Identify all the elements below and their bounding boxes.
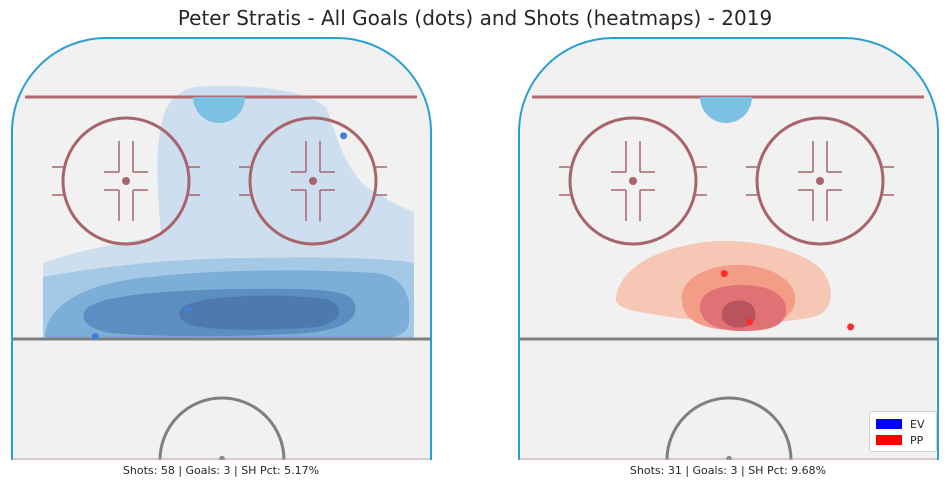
goal-dot-pp bbox=[720, 270, 728, 278]
goal-dot-ev bbox=[184, 306, 192, 314]
legend-label-pp: PP bbox=[910, 433, 924, 447]
legend-swatch-ev bbox=[876, 419, 902, 429]
faceoff-circle-right bbox=[755, 116, 885, 246]
chart-title: Peter Stratis - All Goals (dots) and Sho… bbox=[177, 6, 773, 30]
goal-dot-ev bbox=[91, 333, 99, 341]
legend-label-ev: EV bbox=[910, 417, 925, 431]
faceoff-dot bbox=[629, 177, 637, 185]
goal-crease bbox=[700, 97, 752, 123]
faceoff-hashmarks bbox=[559, 141, 894, 221]
faceoff-circle-left bbox=[568, 116, 698, 246]
faceoff-dot bbox=[122, 177, 130, 185]
faceoff-circle-right bbox=[248, 116, 378, 246]
faceoff-dot bbox=[816, 177, 824, 185]
goal-dot-pp bbox=[746, 318, 754, 326]
faceoff-dot bbox=[309, 177, 317, 185]
shot-summary-pp: Shots: 31 | Goals: 3 | SH Pct: 9.68% bbox=[629, 464, 827, 477]
boards bbox=[518, 37, 939, 460]
rink-panel-pp bbox=[518, 37, 939, 460]
boards bbox=[11, 37, 432, 460]
goal-crease bbox=[193, 97, 245, 123]
shot-summary-ev: Shots: 58 | Goals: 3 | SH Pct: 5.17% bbox=[122, 464, 320, 477]
faceoff-hashmarks bbox=[52, 141, 387, 221]
legend: EV PP bbox=[869, 411, 937, 452]
rink-panel-ev bbox=[11, 37, 432, 460]
legend-swatch-pp bbox=[876, 435, 902, 445]
legend-item-pp: PP bbox=[876, 433, 923, 447]
goal-dot-pp bbox=[847, 323, 855, 331]
center-circle bbox=[158, 396, 286, 460]
shot-density-level-5 bbox=[179, 295, 340, 330]
goal-dot-ev bbox=[340, 132, 348, 140]
faceoff-circle-left bbox=[61, 116, 191, 246]
center-circle bbox=[665, 396, 793, 460]
legend-item-ev: EV bbox=[876, 417, 924, 431]
